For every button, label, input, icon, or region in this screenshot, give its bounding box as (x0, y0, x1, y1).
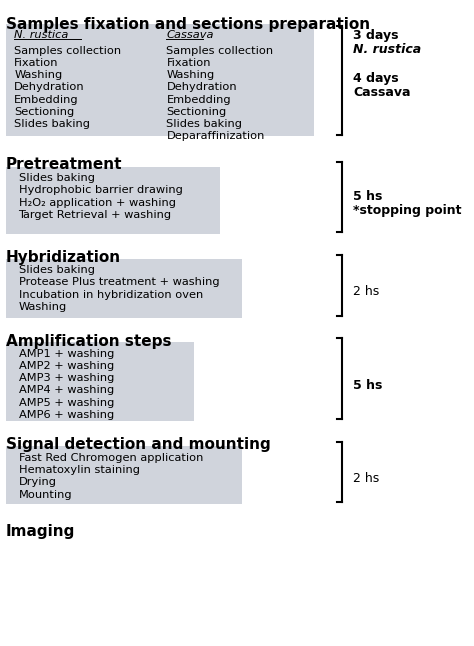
FancyBboxPatch shape (6, 258, 242, 318)
Text: AMP4 + washing: AMP4 + washing (18, 386, 114, 395)
Text: H₂O₂ application + washing: H₂O₂ application + washing (18, 198, 175, 207)
Text: Embedding: Embedding (14, 95, 79, 105)
Text: 5 hs: 5 hs (353, 190, 383, 203)
Text: 3 days: 3 days (353, 29, 399, 42)
FancyBboxPatch shape (6, 24, 314, 136)
Text: Target Retrieval + washing: Target Retrieval + washing (18, 210, 172, 220)
Text: 4 days: 4 days (353, 72, 399, 85)
Text: Embedding: Embedding (166, 95, 231, 105)
Text: Drying: Drying (18, 477, 56, 487)
Text: AMP1 + washing: AMP1 + washing (18, 349, 114, 359)
Text: Slides baking: Slides baking (14, 119, 90, 129)
Text: Incubation in hybridization oven: Incubation in hybridization oven (18, 289, 203, 300)
Text: Protease Plus treatment + washing: Protease Plus treatment + washing (18, 277, 219, 287)
Text: Deparaffinization: Deparaffinization (166, 131, 265, 141)
Text: Sectioning: Sectioning (166, 107, 227, 117)
Text: Samples collection: Samples collection (14, 46, 121, 56)
Text: *stopping point: *stopping point (353, 204, 462, 217)
Text: Washing: Washing (14, 70, 63, 80)
Text: Fast Red Chromogen application: Fast Red Chromogen application (18, 453, 203, 463)
Text: Dehydration: Dehydration (14, 83, 85, 92)
Text: Sectioning: Sectioning (14, 107, 74, 117)
FancyBboxPatch shape (6, 446, 242, 505)
Text: Cassava: Cassava (353, 86, 410, 99)
Text: AMP6 + washing: AMP6 + washing (18, 410, 114, 420)
Text: N. rustica: N. rustica (353, 43, 421, 56)
Text: Slides baking: Slides baking (18, 173, 94, 183)
Text: Signal detection and mounting: Signal detection and mounting (6, 437, 271, 452)
FancyBboxPatch shape (6, 342, 194, 421)
Text: 5 hs: 5 hs (353, 379, 383, 391)
Text: Fixation: Fixation (14, 58, 59, 68)
Text: Washing: Washing (166, 70, 215, 80)
Text: 2 hs: 2 hs (353, 286, 379, 298)
Text: Hybridization: Hybridization (6, 250, 121, 266)
FancyBboxPatch shape (6, 167, 220, 234)
Text: Dehydration: Dehydration (166, 83, 237, 92)
Text: N. rustica: N. rustica (14, 30, 69, 40)
Text: Amplification steps: Amplification steps (6, 334, 171, 349)
Text: Slides baking: Slides baking (166, 119, 243, 129)
Text: Imaging: Imaging (6, 524, 75, 539)
Text: Fixation: Fixation (166, 58, 211, 68)
Text: Cassava: Cassava (166, 30, 214, 40)
Text: 2 hs: 2 hs (353, 472, 379, 485)
Text: Samples fixation and sections preparation: Samples fixation and sections preparatio… (6, 17, 370, 32)
Text: AMP3 + washing: AMP3 + washing (18, 373, 114, 383)
Text: Mounting: Mounting (18, 490, 72, 499)
Text: Hematoxylin staining: Hematoxylin staining (18, 465, 139, 475)
Text: Samples collection: Samples collection (166, 46, 273, 56)
Text: AMP2 + washing: AMP2 + washing (18, 361, 114, 371)
Text: Slides baking: Slides baking (18, 265, 94, 275)
Text: Washing: Washing (18, 302, 67, 312)
Text: Hydrophobic barrier drawing: Hydrophobic barrier drawing (18, 185, 182, 195)
Text: Pretreatment: Pretreatment (6, 157, 122, 172)
Text: AMP5 + washing: AMP5 + washing (18, 398, 114, 408)
